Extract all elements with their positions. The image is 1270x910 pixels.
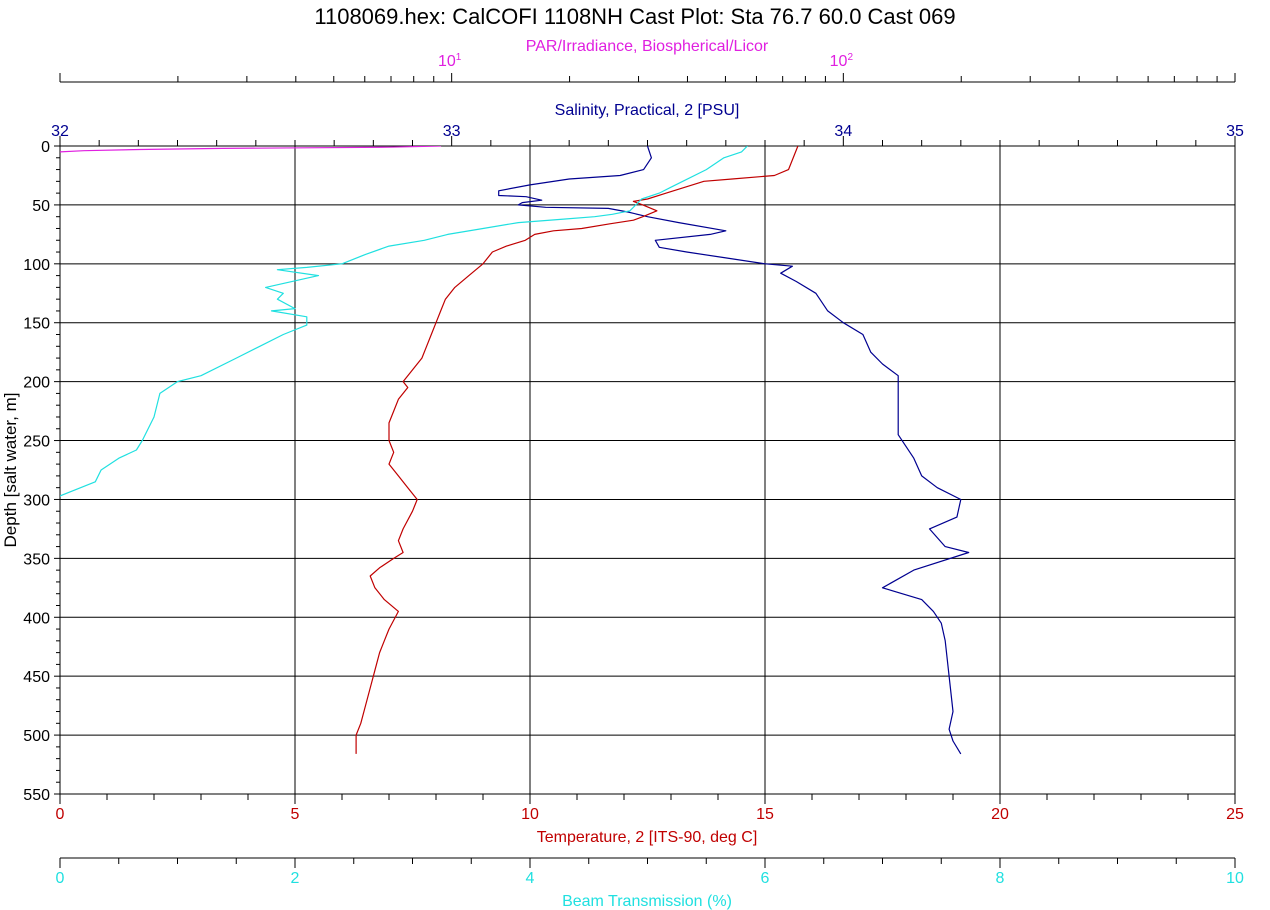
depth-tick-label: 400 — [23, 610, 50, 627]
beam-tick-label: 8 — [996, 870, 1005, 887]
beam-tick-label: 4 — [526, 870, 535, 887]
sal-tick-label: 32 — [51, 123, 69, 140]
temp-tick-label: 20 — [991, 806, 1009, 823]
par-axis: 101 102 — [59, 52, 1236, 83]
depth-tick-label: 350 — [23, 551, 50, 568]
depth-axis-label: Depth [salt water, m] — [1, 393, 20, 548]
chart-title: 1108069.hex: CalCOFI 1108NH Cast Plot: S… — [314, 4, 955, 29]
depth-tick-label: 0 — [41, 139, 50, 156]
grid-lines — [59, 145, 1236, 795]
depth-tick-label: 150 — [23, 316, 50, 333]
beam-tick-label: 2 — [291, 870, 300, 887]
depth-axis: 0 50 100 150 200 250 300 350 400 450 500 550 — [23, 139, 60, 804]
data-series — [60, 146, 970, 755]
par-tick-label: 102 — [830, 52, 854, 70]
sal-tick-label: 35 — [1226, 123, 1244, 140]
beam-tick-label: 10 — [1226, 870, 1244, 887]
beam-axis: 0 2 4 6 8 10 — [56, 857, 1244, 887]
depth-tick-label: 450 — [23, 669, 50, 686]
x-axes: 101 102 32 33 34 35 0 5 10 15 20 25 0 2 4 6 8 10 — [51, 52, 1244, 887]
temperature-axis-label: Temperature, 2 [ITS-90, deg C] — [537, 829, 758, 846]
depth-tick-label: 100 — [23, 257, 50, 274]
beam-transmission-axis-label: Beam Transmission (%) — [562, 893, 732, 910]
temp-tick-label: 0 — [56, 806, 65, 823]
depth-tick-label: 50 — [32, 198, 50, 215]
depth-tick-label: 200 — [23, 375, 50, 392]
par-profile-line — [60, 146, 442, 153]
temp-axis: 0 5 10 15 20 25 — [56, 794, 1244, 823]
depth-tick-label: 500 — [23, 728, 50, 745]
sal-axis: 32 33 34 35 — [51, 123, 1244, 146]
depth-tick-label: 550 — [23, 787, 50, 804]
sal-tick-label: 33 — [443, 123, 461, 140]
beam-profile-line — [60, 146, 748, 497]
temp-profile-line — [355, 146, 799, 754]
temp-tick-label: 10 — [521, 806, 539, 823]
temp-tick-label: 25 — [1226, 806, 1244, 823]
sal-profile-line — [498, 146, 970, 755]
beam-tick-label: 0 — [56, 870, 65, 887]
depth-tick-label: 300 — [23, 492, 50, 509]
sal-tick-label: 34 — [834, 123, 852, 140]
temp-tick-label: 5 — [291, 806, 300, 823]
temp-tick-label: 15 — [756, 806, 774, 823]
beam-tick-label: 6 — [761, 870, 770, 887]
par-axis-label: PAR/Irradiance, Biospherical/Licor — [526, 38, 769, 55]
depth-tick-label: 250 — [23, 434, 50, 451]
par-tick-label: 101 — [438, 52, 462, 70]
salinity-axis-label: Salinity, Practical, 2 [PSU] — [555, 102, 740, 119]
